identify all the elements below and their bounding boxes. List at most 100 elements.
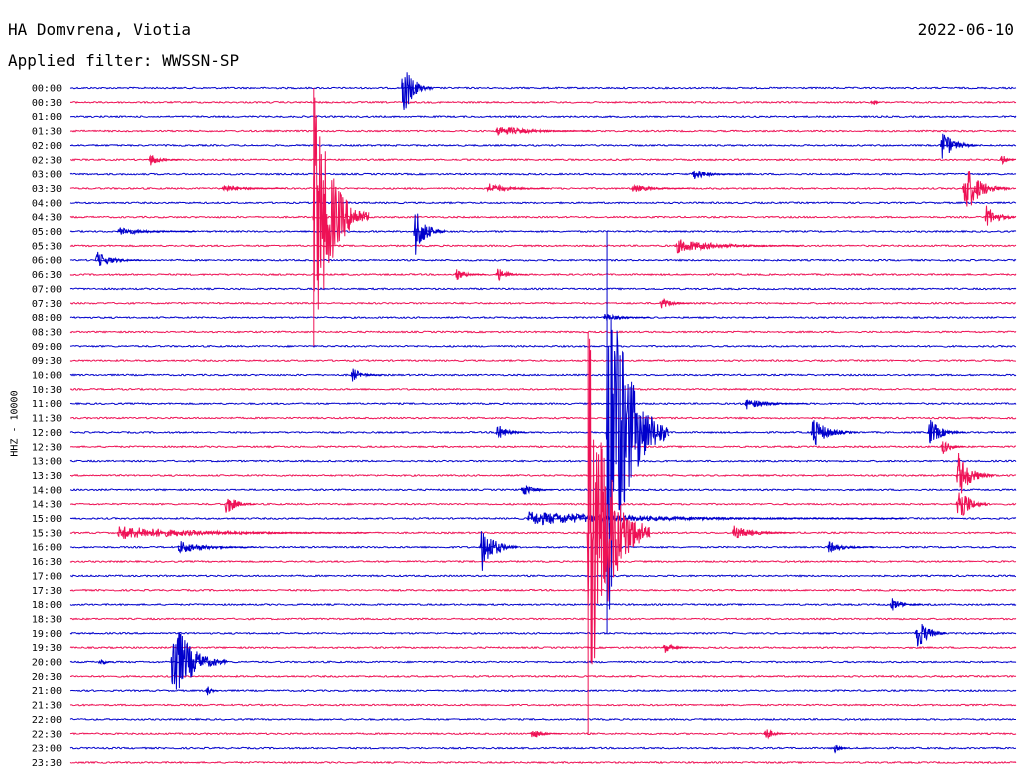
trace-row — [69, 172, 1017, 176]
seismic-event — [401, 72, 434, 110]
time-tick-label: 19:00 — [32, 629, 62, 640]
seismic-event — [221, 184, 285, 193]
time-tick-label: 23:30 — [32, 758, 62, 769]
seismic-event — [454, 269, 487, 280]
trace-row — [69, 660, 1017, 664]
trace-row — [69, 473, 1017, 478]
time-tick-label: 17:30 — [32, 586, 62, 597]
time-tick-label: 02:00 — [32, 141, 62, 152]
trace-row — [69, 387, 1017, 391]
time-tick-label: 21:30 — [32, 701, 62, 712]
time-tick-label: 14:00 — [32, 485, 62, 496]
time-tick-label: 05:00 — [32, 227, 62, 238]
station-title: HA Domvrena, Viotia — [8, 20, 192, 39]
time-tick-label: 14:30 — [32, 500, 62, 511]
seismic-event — [486, 183, 550, 193]
time-tick-label: 12:00 — [32, 428, 62, 439]
time-tick-label: 13:30 — [32, 471, 62, 482]
seismic-event — [495, 126, 591, 136]
trace-row — [69, 416, 1017, 420]
seismic-event — [955, 492, 989, 516]
seismic-event — [659, 297, 692, 309]
seismic-event — [955, 452, 995, 494]
trace-row — [69, 373, 1017, 377]
seismic-event — [529, 730, 562, 738]
time-tick-label: 06:00 — [32, 256, 62, 267]
trace-row — [69, 272, 1017, 277]
seismic-event — [224, 498, 257, 513]
seismic-event — [939, 133, 979, 159]
seismic-event — [605, 318, 670, 610]
time-tick-label: 01:30 — [32, 127, 62, 138]
trace-row — [69, 215, 1017, 219]
trace-row — [69, 760, 1017, 765]
time-tick-label: 08:00 — [32, 313, 62, 324]
seismic-event — [889, 598, 922, 611]
time-tick-label: 10:30 — [32, 385, 62, 396]
seismic-event — [148, 154, 181, 166]
trace-row — [69, 301, 1017, 305]
trace-row — [69, 344, 1017, 348]
seismic-event — [690, 170, 739, 179]
seismic-event — [674, 239, 802, 254]
time-tick-label: 04:00 — [32, 198, 62, 209]
time-tick-label: 20:30 — [32, 672, 62, 683]
seismic-event — [999, 155, 1017, 166]
trace-row — [69, 646, 1017, 650]
trace-row — [69, 703, 1017, 707]
seismic-event — [94, 251, 143, 266]
seismic-event — [97, 659, 114, 665]
seismic-event — [116, 227, 196, 236]
trace-row — [69, 459, 1017, 463]
time-tick-label: 23:00 — [32, 744, 62, 755]
time-tick-label: 07:00 — [32, 284, 62, 295]
trace-row — [69, 358, 1017, 363]
time-tick-label: 18:00 — [32, 600, 62, 611]
seismic-event — [176, 541, 256, 554]
seismic-event — [479, 531, 518, 571]
seismic-event — [312, 97, 370, 310]
time-tick-label: 11:30 — [32, 414, 62, 425]
trace-row — [69, 559, 1017, 564]
trace-row — [69, 617, 1017, 621]
trace-row — [69, 445, 1017, 449]
seismic-event — [116, 526, 370, 539]
trace-row — [69, 287, 1017, 291]
time-tick-label: 08:30 — [32, 327, 62, 338]
time-tick-label: 06:30 — [32, 270, 62, 281]
seismic-event — [984, 205, 1017, 226]
trace-row — [69, 86, 1017, 90]
time-tick-label: 19:30 — [32, 643, 62, 654]
trace-row — [69, 402, 1017, 406]
seismic-event — [495, 425, 528, 439]
trace-row — [69, 602, 1017, 607]
seismic-event — [810, 420, 859, 446]
trace-row — [69, 229, 1017, 234]
filter-label: Applied filter: WWSSN-SP — [8, 51, 240, 70]
date-label: 2022-06-10 — [917, 20, 1014, 39]
seismic-event — [170, 632, 228, 690]
seismic-event — [520, 484, 553, 495]
time-tick-label: 15:00 — [32, 514, 62, 525]
trace-row — [69, 574, 1017, 578]
trace-row — [69, 315, 1017, 320]
trace-row — [69, 689, 1017, 693]
time-tick-label: 10:00 — [32, 371, 62, 382]
seismic-event — [914, 623, 947, 647]
time-tick-label: 00:00 — [32, 84, 62, 95]
time-tick-label: 20:00 — [32, 658, 62, 669]
time-tick-label: 03:00 — [32, 170, 62, 181]
seismic-event — [744, 399, 808, 410]
seismic-event — [832, 744, 849, 754]
time-tick-label: 04:30 — [32, 213, 62, 224]
trace-row — [69, 201, 1017, 205]
time-tick-label: 02:30 — [32, 155, 62, 166]
trace-row — [69, 330, 1017, 334]
time-tick-label: 16:00 — [32, 543, 62, 554]
trace-row — [69, 674, 1017, 679]
time-tick-label: 01:00 — [32, 112, 62, 123]
time-tick-label: 22:30 — [32, 729, 62, 740]
time-tick-label: 00:30 — [32, 98, 62, 109]
trace-row — [69, 502, 1017, 506]
